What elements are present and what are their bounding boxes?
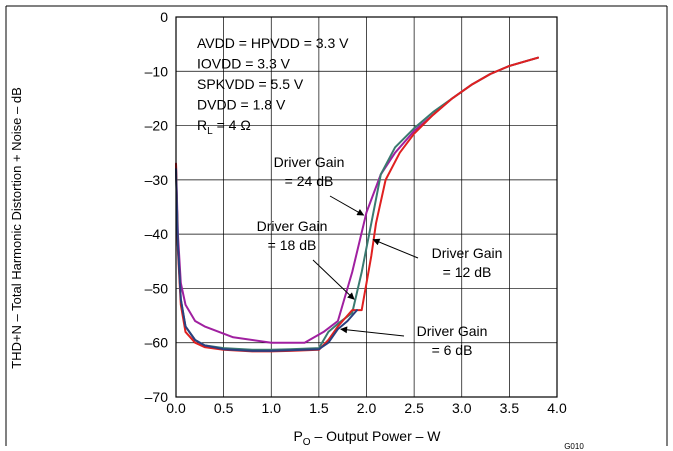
x-tick-label: 2.0 (357, 400, 377, 416)
condition-line: RL = 4 Ω (197, 117, 251, 137)
annotation-label: Driver Gain (417, 323, 488, 339)
series-line (175, 168, 358, 352)
series-line (175, 56, 539, 353)
y-tick-label: –40 (145, 226, 169, 242)
annotations: Driver Gain = 24 dB Driver Gain = 18 dB Driv… (257, 154, 503, 358)
chart-frame (5, 5, 668, 446)
annotation-arrow (329, 195, 365, 216)
x-tick-label: 3.5 (500, 400, 520, 416)
annotation-arrow (372, 238, 419, 259)
condition-line: IOVDD = 3.3 V (197, 56, 291, 72)
figure-code: G010 (564, 442, 584, 451)
annotation-label: Driver Gain (432, 245, 503, 261)
x-tick-label: 3.0 (452, 400, 472, 416)
conditions-box: AVDD = HPVDD = 3.3 V IOVDD = 3.3 V SPKVDD … (197, 35, 349, 137)
y-tick-label: –20 (145, 118, 169, 134)
y-tick-label: –60 (145, 335, 169, 351)
x-tick-label: 0.0 (166, 400, 186, 416)
plot-border (175, 16, 558, 398)
annotation-label: Driver Gain (257, 218, 328, 234)
condition-line: SPKVDD = 5.5 V (197, 76, 304, 92)
y-axis-label: THD+N – Total Harmonic Distortion + Nois… (9, 87, 24, 369)
x-tick-label: 1.0 (262, 400, 282, 416)
annotation-label: Driver Gain (274, 154, 345, 170)
y-tick-label: –70 (145, 389, 169, 405)
x-tick-label: 0.5 (214, 400, 234, 416)
condition-line: AVDD = HPVDD = 3.3 V (197, 35, 349, 51)
x-tick-label: 2.5 (404, 400, 424, 416)
x-axis-label: PO – Output Power – W (293, 428, 441, 448)
annotation-label: = 24 dB (285, 173, 334, 189)
x-tick-label: 4.0 (547, 400, 567, 416)
condition-line: DVDD = 1.8 V (197, 97, 286, 113)
annotation-label: = 12 dB (443, 264, 492, 280)
x-tick-label: 1.5 (309, 400, 329, 416)
y-tick-label: 0 (160, 9, 168, 25)
grid (176, 17, 557, 397)
annotation-arrow (340, 326, 405, 337)
series-layer (175, 56, 539, 353)
annotation-arrow (312, 259, 355, 300)
y-tick-label: –30 (145, 172, 169, 188)
annotation-label: = 6 dB (432, 342, 473, 358)
annotation-label: = 18 dB (268, 237, 317, 253)
tick-labels: 0.0 0.5 1.0 1.5 2.0 2.5 3.0 3.5 4.0 0 –10 –20 –30 –40… (145, 9, 567, 416)
y-tick-label: –50 (145, 280, 169, 296)
y-tick-label: –10 (145, 63, 169, 79)
